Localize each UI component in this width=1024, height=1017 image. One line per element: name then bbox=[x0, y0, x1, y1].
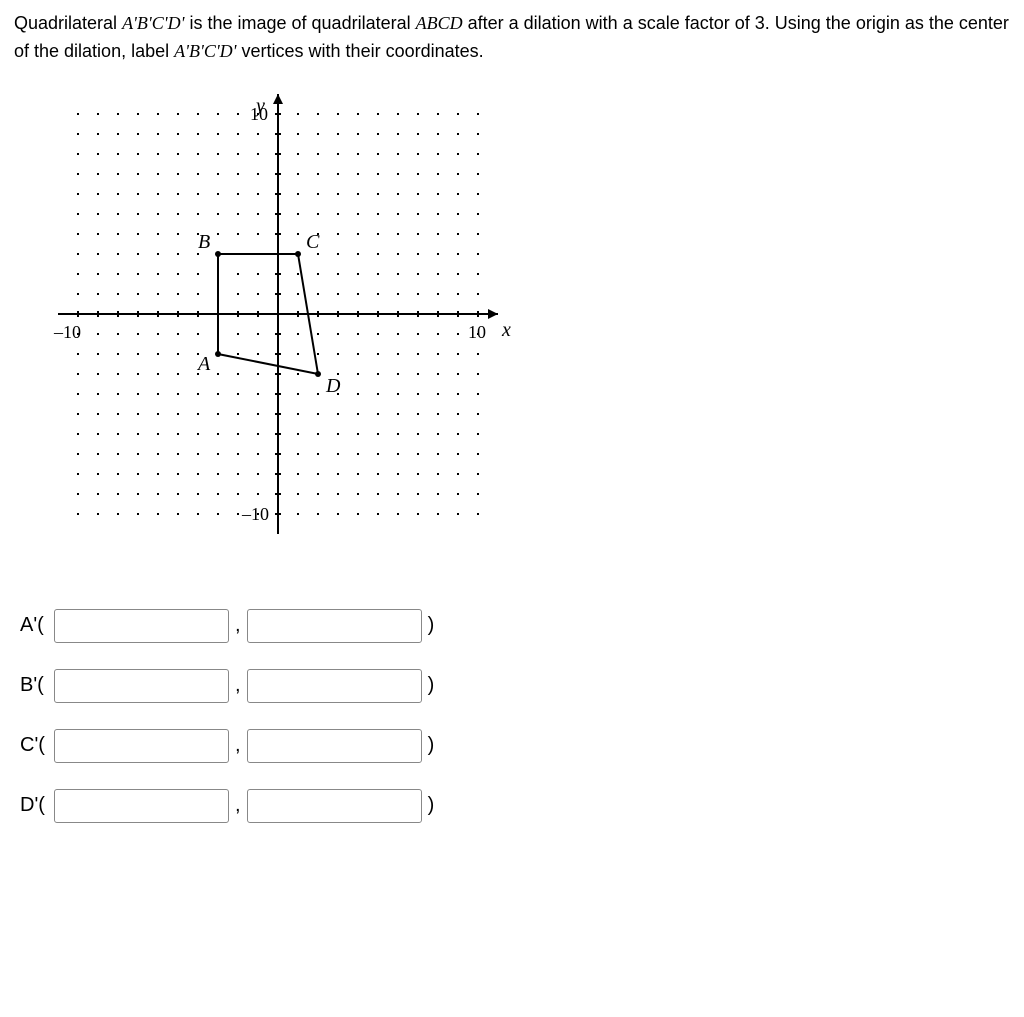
q-part4: vertices with their coordinates. bbox=[237, 41, 484, 61]
input-c-y[interactable] bbox=[247, 729, 422, 763]
label-b: B'( bbox=[20, 674, 54, 697]
input-a-x[interactable] bbox=[54, 609, 229, 643]
svg-text:A: A bbox=[196, 353, 211, 375]
comma-a: , bbox=[235, 614, 241, 637]
svg-text:B: B bbox=[198, 231, 210, 253]
answer-row-c: C'( , ) bbox=[20, 729, 1010, 763]
input-d-y[interactable] bbox=[247, 789, 422, 823]
svg-text:D: D bbox=[325, 375, 341, 397]
comma-c: , bbox=[235, 734, 241, 757]
coordinate-graph: 10–10–1010xyABCD bbox=[26, 94, 1010, 579]
svg-text:–10: –10 bbox=[53, 322, 81, 342]
svg-text:–10: –10 bbox=[241, 504, 269, 524]
q-quad1: A'B'C'D' bbox=[122, 13, 184, 33]
close-a: ) bbox=[428, 614, 435, 637]
svg-text:x: x bbox=[501, 319, 511, 341]
label-d: D'( bbox=[20, 794, 54, 817]
comma-d: , bbox=[235, 794, 241, 817]
input-c-x[interactable] bbox=[54, 729, 229, 763]
q-part2: is the image of quadrilateral bbox=[184, 13, 415, 33]
q-part1: Quadrilateral bbox=[14, 13, 122, 33]
answer-row-d: D'( , ) bbox=[20, 789, 1010, 823]
input-d-x[interactable] bbox=[54, 789, 229, 823]
answer-row-b: B'( , ) bbox=[20, 669, 1010, 703]
label-c: C'( bbox=[20, 734, 54, 757]
svg-text:y: y bbox=[254, 95, 265, 117]
label-a: A'( bbox=[20, 614, 54, 637]
q-quad2: A'B'C'D' bbox=[174, 41, 236, 61]
answer-section: A'( , ) B'( , ) C'( , ) D'( , ) bbox=[20, 609, 1010, 823]
input-a-y[interactable] bbox=[247, 609, 422, 643]
answer-row-a: A'( , ) bbox=[20, 609, 1010, 643]
svg-text:10: 10 bbox=[468, 322, 486, 342]
close-b: ) bbox=[428, 674, 435, 697]
input-b-y[interactable] bbox=[247, 669, 422, 703]
close-d: ) bbox=[428, 794, 435, 817]
question-text: Quadrilateral A'B'C'D' is the image of q… bbox=[14, 10, 1010, 66]
graph-svg: 10–10–1010xyABCD bbox=[26, 94, 546, 574]
svg-text:C: C bbox=[306, 231, 320, 253]
comma-b: , bbox=[235, 674, 241, 697]
input-b-x[interactable] bbox=[54, 669, 229, 703]
q-abcd: ABCD bbox=[416, 13, 463, 33]
close-c: ) bbox=[428, 734, 435, 757]
